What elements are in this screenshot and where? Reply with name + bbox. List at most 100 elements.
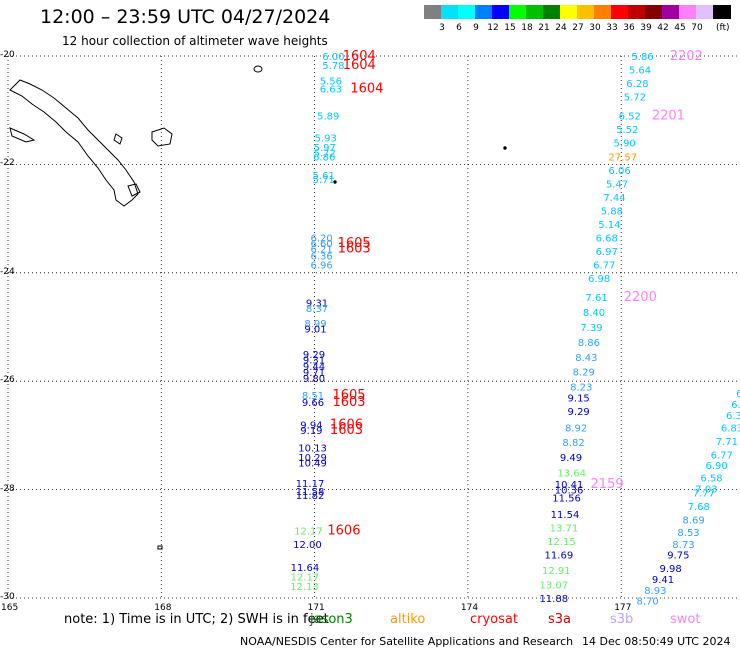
wave-height-value: 11.64 — [291, 563, 320, 574]
wave-height-value: 9.80 — [303, 374, 325, 385]
wave-height-value: 9.31 — [303, 356, 325, 367]
wave-height-value: 13.64 — [557, 468, 586, 479]
scale-swatch — [611, 5, 629, 19]
wave-height-value: 6.83 — [721, 423, 740, 434]
scale-label: 36 — [623, 23, 635, 33]
wave-height-value: 9.94 — [300, 421, 322, 432]
scale-label: 9 — [473, 23, 479, 33]
pass-time-label: 1606 — [327, 523, 360, 538]
map-subtitle: 12 hour collection of altimeter wave hei… — [62, 34, 328, 48]
island-mare — [127, 183, 141, 197]
pass-time-label: 1605 — [332, 388, 365, 403]
wave-height-value: 12.15 — [547, 537, 576, 548]
wave-height-value: 5.78 — [322, 61, 344, 72]
pass-time-label: 1604 — [350, 82, 383, 97]
wave-height-value: 13.71 — [550, 524, 579, 535]
wave-height-value: 5.90 — [614, 139, 636, 150]
pass-time-label: 2159 — [591, 477, 624, 492]
scale-swatch — [509, 5, 527, 19]
wave-height-value: 7.39 — [580, 323, 602, 334]
wave-height-value: 6.68 — [596, 234, 618, 245]
mission-altiko: altiko — [390, 612, 426, 627]
mission-cryosat: cryosat — [470, 612, 518, 627]
wave-height-value: 7.44 — [603, 193, 625, 204]
wave-height-value: 9.15 — [568, 393, 590, 404]
wave-height-value: 6.77 — [593, 261, 615, 272]
wave-height-value: 6.97 — [596, 247, 618, 258]
latitude-label: -30 — [0, 592, 15, 602]
wave-height-value: 8.29 — [573, 367, 595, 378]
wave-height-value: 8.73 — [672, 540, 694, 551]
scale-swatch — [628, 5, 646, 19]
wave-height-value: 11.88 — [539, 594, 568, 605]
wave-height-value: 9.31 — [306, 299, 328, 310]
wave-height-value: 8.92 — [565, 423, 587, 434]
wave-height-value: 8.43 — [575, 353, 597, 364]
scale-label: 39 — [640, 23, 652, 33]
wave-height-value: 5.88 — [601, 206, 623, 217]
scale-label: 30 — [589, 23, 601, 33]
wave-height-value: 8.86 — [578, 338, 600, 349]
scale-label: 33 — [606, 23, 618, 33]
scale-label: 70 — [691, 23, 703, 33]
wave-height-value: 5.61 — [313, 171, 335, 182]
wave-height-value: 5.72 — [314, 148, 336, 159]
wave-height-value: 6.96 — [311, 261, 333, 272]
wave-height-value: 6.63 — [320, 85, 342, 96]
wave-height-value: 12.13 — [290, 582, 319, 593]
wave-height-value: 6.20 — [311, 234, 333, 245]
pass-time-label: 1604 — [343, 49, 376, 64]
wave-height-value: 7.03 — [695, 485, 717, 496]
wave-height-value: 9.19 — [300, 426, 322, 437]
wave-height-value: 8.70 — [637, 597, 659, 608]
wave-height-value: 9.44 — [303, 362, 325, 373]
wave-height-value: 5.52 — [616, 125, 638, 136]
generated-timestamp: 14 Dec 08:50:49 UTC 2024 — [582, 635, 731, 648]
wave-height-value: 8.69 — [683, 515, 705, 526]
scale-swatch — [492, 5, 510, 19]
wave-height-value: 8.93 — [644, 586, 666, 597]
credit-line: NOAA/NESDIS Center for Satellite Applica… — [240, 635, 574, 648]
wave-height-value: 11.82 — [296, 491, 325, 502]
pass-time-label: 2201 — [652, 109, 685, 124]
scale-label: 21 — [538, 23, 550, 33]
scale-label: 42 — [657, 23, 669, 33]
scale-label: 15 — [504, 23, 516, 33]
wave-height-value: 8.40 — [583, 308, 605, 319]
wave-height-value: 5.72 — [624, 93, 646, 104]
wave-height-value: 5.47 — [606, 179, 628, 190]
scale-unit: (ft) — [716, 23, 730, 33]
wave-height-value: 10.29 — [298, 453, 327, 464]
wave-height-value: 6.00 — [322, 52, 344, 63]
island-matthew — [333, 180, 337, 184]
scale-label: 45 — [674, 23, 686, 33]
wave-height-value: 10.41 — [555, 480, 584, 491]
wave-height-value: 10.36 — [555, 486, 584, 497]
mission-swot: swot — [670, 612, 701, 627]
wave-height-value: 5.89 — [317, 112, 339, 123]
scale-swatch — [475, 5, 493, 19]
mission-s3b: s3b — [610, 612, 634, 627]
wave-height-value: 7.61 — [585, 293, 607, 304]
scale-swatch — [526, 5, 544, 19]
wave-height-value: 7.77 — [693, 488, 715, 499]
wave-height-value: 9.98 — [660, 564, 682, 575]
latitude-label: -28 — [0, 483, 15, 494]
wave-height-value: 5.93 — [315, 133, 337, 144]
wave-height-value: 9.29 — [568, 407, 590, 418]
scale-swatch — [662, 5, 680, 19]
wave-height-value: 11.69 — [545, 551, 574, 562]
island-small — [157, 545, 163, 550]
wave-height-value: 11.58 — [296, 487, 325, 498]
wave-height-value: 11.54 — [551, 510, 580, 521]
wave-height-value: 7.68 — [688, 502, 710, 513]
longitude-label: 171 — [307, 603, 325, 613]
wave-height-value: 6.52 — [619, 112, 641, 123]
wave-height-value: 9.75 — [667, 551, 689, 562]
wave-height-value: 27.57 — [608, 152, 637, 163]
latitude-label: -20 — [0, 50, 15, 60]
scale-swatch — [679, 5, 697, 19]
wave-height-value: 6.60 — [311, 239, 333, 250]
wave-height-value: 6.0 — [736, 389, 740, 400]
